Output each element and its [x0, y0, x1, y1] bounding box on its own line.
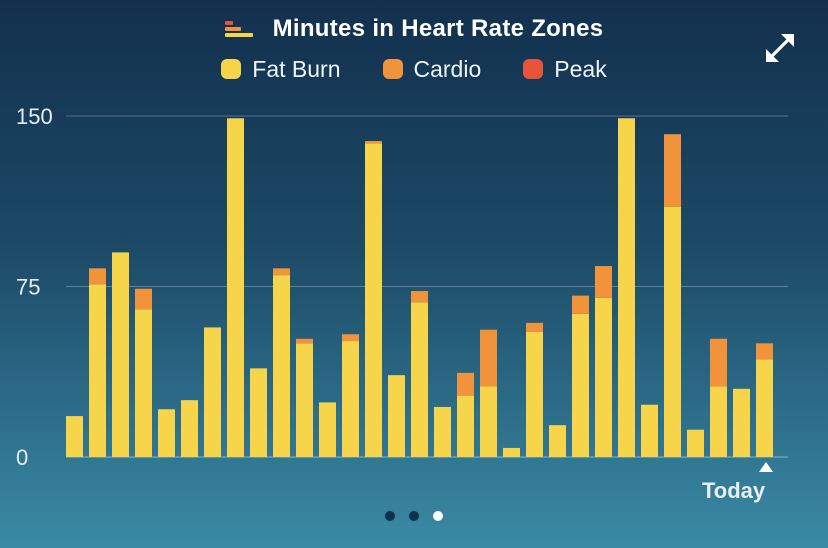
legend-swatch-fat-burn	[221, 59, 242, 79]
bar-fat-burn-25[interactable]	[618, 118, 635, 458]
bar-cardio-29[interactable]	[710, 338, 727, 387]
chart-title: Minutes in Heart Rate Zones	[272, 15, 604, 42]
today-label: Today	[702, 478, 766, 503]
bar-fat-burn-12[interactable]	[319, 402, 336, 457]
y-tick-label-75: 75	[16, 275, 40, 300]
bar-fat-burn-26[interactable]	[641, 404, 658, 457]
page-dot-3[interactable]	[433, 511, 443, 521]
today-marker[interactable]: Today	[696, 462, 776, 506]
bar-fat-burn-18[interactable]	[457, 395, 474, 457]
bar-cardio-14[interactable]	[365, 141, 382, 144]
page-dot-2[interactable]	[409, 511, 419, 521]
today-arrow-icon	[759, 462, 773, 472]
bar-fat-burn-27[interactable]	[664, 206, 681, 457]
bar-cardio-11[interactable]	[296, 338, 313, 344]
chart-legend: Fat Burn Cardio Peak	[0, 54, 828, 84]
bar-fat-burn-29[interactable]	[710, 386, 727, 457]
legend-label-peak: Peak	[554, 55, 607, 82]
bar-fat-burn-16[interactable]	[411, 302, 428, 457]
bar-cardio-18[interactable]	[457, 372, 474, 396]
page-dot-1[interactable]	[385, 511, 395, 521]
bar-cardio-2[interactable]	[89, 268, 106, 285]
bar-fat-burn-31[interactable]	[756, 359, 773, 457]
bar-fat-burn-3[interactable]	[112, 252, 129, 457]
bar-fat-burn-22[interactable]	[549, 425, 566, 457]
bar-fat-burn-5[interactable]	[158, 409, 175, 457]
legend-label-cardio: Cardio	[413, 55, 482, 82]
bar-cardio-21[interactable]	[526, 322, 543, 332]
bar-cardio-19[interactable]	[480, 329, 497, 387]
heart-zones-icon	[224, 17, 255, 41]
bar-fat-burn-13[interactable]	[342, 341, 359, 457]
bar-fat-burn-30[interactable]	[733, 388, 750, 457]
bar-fat-burn-2[interactable]	[89, 284, 106, 457]
bar-fat-burn-4[interactable]	[135, 309, 152, 457]
bar-fat-burn-1[interactable]	[66, 416, 83, 457]
bar-fat-burn-20[interactable]	[503, 447, 520, 457]
bar-fat-burn-7[interactable]	[204, 327, 221, 457]
bar-fat-burn-19[interactable]	[480, 386, 497, 457]
expand-icon	[766, 34, 794, 62]
bar-fat-burn-14[interactable]	[365, 143, 382, 457]
bar-fat-burn-11[interactable]	[296, 343, 313, 457]
y-tick-label-0: 0	[16, 445, 28, 470]
bar-cardio-24[interactable]	[595, 266, 612, 298]
bar-fat-burn-24[interactable]	[595, 297, 612, 457]
bar-fat-burn-21[interactable]	[526, 331, 543, 457]
legend-label-fat-burn: Fat Burn	[252, 55, 341, 82]
legend-item-peak: Peak	[523, 55, 607, 83]
bar-cardio-16[interactable]	[411, 291, 428, 303]
bar-fat-burn-8[interactable]	[227, 118, 244, 458]
bar-cardio-4[interactable]	[135, 288, 152, 310]
page-indicator	[0, 511, 828, 521]
bar-fat-burn-10[interactable]	[273, 275, 290, 457]
legend-item-cardio: Cardio	[382, 55, 482, 83]
bar-fat-burn-23[interactable]	[572, 313, 589, 457]
bar-fat-burn-9[interactable]	[250, 368, 267, 457]
legend-swatch-peak	[523, 59, 544, 79]
bar-fat-burn-6[interactable]	[181, 400, 198, 457]
bar-cardio-23[interactable]	[572, 295, 589, 314]
expand-button[interactable]	[760, 28, 800, 68]
bar-cardio-31[interactable]	[756, 343, 773, 360]
bar-cardio-10[interactable]	[273, 268, 290, 276]
chart-header: Minutes in Heart Rate Zones	[0, 12, 828, 46]
legend-item-fat-burn: Fat Burn	[221, 55, 341, 83]
bar-cardio-13[interactable]	[342, 334, 359, 342]
y-tick-label-150: 150	[16, 104, 53, 129]
bar-cardio-27[interactable]	[664, 134, 681, 207]
bar-fat-burn-15[interactable]	[388, 375, 405, 457]
bar-fat-burn-17[interactable]	[434, 406, 451, 457]
legend-swatch-cardio	[382, 59, 403, 79]
bar-fat-burn-28[interactable]	[687, 429, 704, 457]
